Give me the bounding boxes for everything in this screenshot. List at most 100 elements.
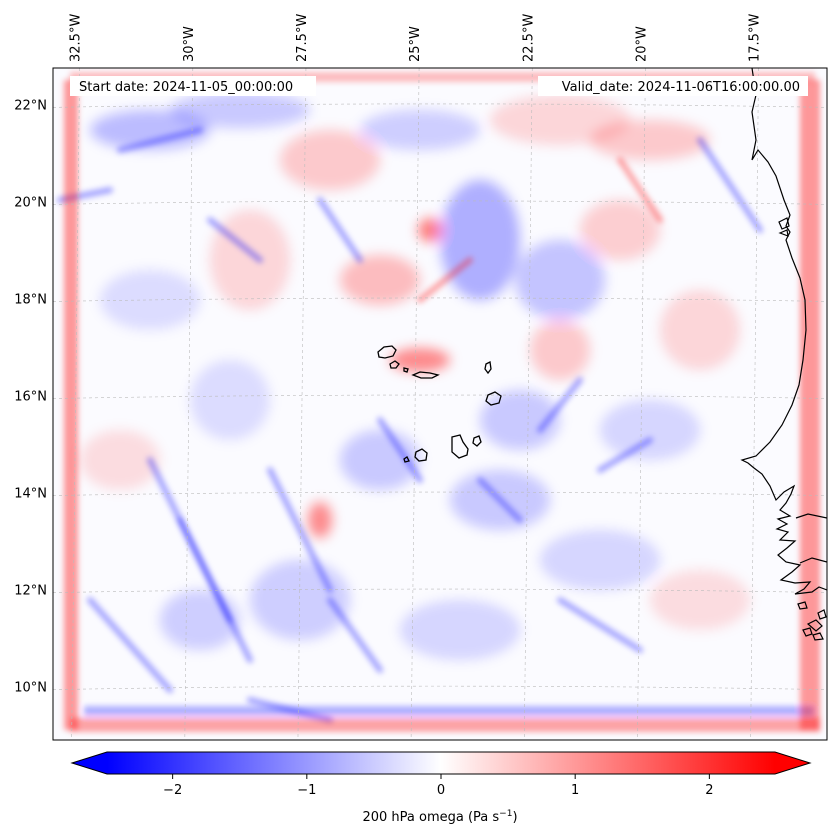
field-blob-1 <box>170 92 310 128</box>
field-blob-22 <box>660 290 740 370</box>
field-streak-16 <box>557 597 643 653</box>
parallel-line-5 <box>53 200 827 205</box>
longitude-labels: 32.5°W 30°W 27.5°W 25°W 22.5°W 20°W 17.5°W <box>69 14 763 62</box>
field-blob-6 <box>440 180 520 300</box>
lon-label-3: 25°W <box>408 26 423 62</box>
field-blob-18 <box>540 530 660 590</box>
field-boundary-layer <box>64 72 820 732</box>
island-santa-luzia <box>403 367 409 373</box>
bijagos-island-4 <box>812 632 824 641</box>
lat-label-0: 10°N <box>14 681 47 696</box>
field-blob-9 <box>515 240 605 320</box>
field-soft-layer <box>80 92 750 660</box>
field-streak-2 <box>267 467 333 593</box>
coast-islet-1 <box>778 217 790 230</box>
valid-date-label: Valid_date: 2024-11-06T16:00:00.00 <box>562 80 800 95</box>
meridian-line-6 <box>750 68 759 740</box>
field-blob-21 <box>600 400 700 460</box>
island-sao-vicente <box>389 360 400 369</box>
bijagos-island-2 <box>817 609 827 620</box>
latitude-labels: 10°N 12°N 14°N 16°N 18°N 20°N 22°N <box>14 98 47 695</box>
map-frame <box>52 67 828 741</box>
field-streak-15 <box>377 417 423 483</box>
colorbar-label-exponent: −1 <box>499 809 512 819</box>
meridian-line-3 <box>410 68 420 740</box>
colorbar-tick-label-0: −2 <box>163 783 182 798</box>
meridian-line-5 <box>637 68 646 740</box>
lat-label-5: 20°N <box>14 195 47 210</box>
field-streak-14 <box>207 217 263 263</box>
parallel-line-1 <box>53 588 827 593</box>
lat-label-1: 12°N <box>14 584 47 599</box>
coastline-inlet-1 <box>795 513 827 519</box>
colorbar-extend-max <box>775 752 810 774</box>
field-blob-13 <box>80 430 160 490</box>
field-streak-10 <box>477 477 523 523</box>
field-blob-8 <box>340 255 420 305</box>
colorbar-label: 200 hPa omega (Pa s−1) <box>362 809 517 825</box>
field-streak-9 <box>597 437 653 473</box>
coast-islet-3 <box>797 601 808 610</box>
island-brava <box>403 456 410 463</box>
meridian-line-4 <box>523 68 533 740</box>
colorbar-tick-label-2: 0 <box>437 783 445 798</box>
field-streak-13 <box>317 197 363 263</box>
lon-label-5: 20°W <box>634 26 649 62</box>
field-streak-layer <box>57 127 763 723</box>
field-blob-5 <box>590 120 710 160</box>
lon-label-6: 17.5°W <box>748 14 763 62</box>
africa-coastline <box>740 68 827 595</box>
field-blob-17 <box>400 600 520 660</box>
island-fogo <box>414 448 428 462</box>
field-blob-23 <box>390 348 450 372</box>
island-sal <box>484 361 492 375</box>
field-streak-3 <box>87 597 173 693</box>
island-sao-nicolau <box>411 371 440 379</box>
field-blob-0 <box>90 110 210 150</box>
meridian-line-0 <box>71 68 80 740</box>
parallel-line-6 <box>53 103 827 108</box>
lon-label-1: 30°W <box>182 26 197 62</box>
island-santiago <box>451 434 469 459</box>
field-streak-5 <box>117 127 203 153</box>
field-blob-27 <box>190 360 270 440</box>
lat-label-3: 16°N <box>14 390 47 405</box>
field-blob-10 <box>580 200 660 260</box>
lon-label-2: 27.5°W <box>295 14 310 62</box>
field-streak-12 <box>617 157 663 223</box>
colorbar-label-close: ) <box>512 810 517 825</box>
field-edge-west <box>64 80 78 730</box>
start-date-box <box>70 76 316 96</box>
start-date-label: Start date: 2024-11-05_00:00:00 <box>79 80 293 95</box>
colorbar-ramp <box>107 752 775 774</box>
island-maio <box>472 435 482 447</box>
colorbar-tick-label-1: −1 <box>297 783 316 798</box>
island-boa-vista <box>485 391 502 406</box>
field-blob-19 <box>650 570 750 630</box>
field-edge-south-inner <box>84 706 814 716</box>
field-edge-north <box>70 72 815 82</box>
field-blob-11 <box>210 210 290 310</box>
valid-date-box <box>538 76 808 96</box>
field-streak-7 <box>417 257 473 303</box>
field-blob-2 <box>280 130 380 190</box>
parallel-line-4 <box>53 297 827 302</box>
field-streak-11 <box>697 137 763 233</box>
field-blob-3 <box>360 110 480 150</box>
cape-verde-islands <box>377 345 502 463</box>
coast-islet-2 <box>778 229 789 237</box>
lat-label-2: 14°N <box>14 487 47 502</box>
colorbar-extend-min <box>72 752 107 774</box>
map-panel: Start date: 2024-11-05_00:00:00 Valid_da… <box>52 67 828 741</box>
colorbar-outline <box>70 751 812 775</box>
lon-label-4: 22.5°W <box>521 14 536 62</box>
colorbar-tick-label-3: 1 <box>571 783 579 798</box>
field-blob-7 <box>418 218 442 242</box>
field-edge-east <box>800 80 820 730</box>
parallel-line-0 <box>53 685 827 690</box>
field-blob-14 <box>308 502 332 538</box>
colorbar: −2 −1 0 1 2 200 hPa omega (Pa s−1) <box>70 751 812 825</box>
field-streak-4 <box>327 597 383 673</box>
omega-field <box>57 72 820 732</box>
